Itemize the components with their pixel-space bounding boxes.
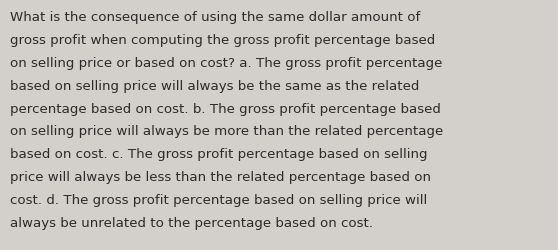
Text: What is the consequence of using the same dollar amount of: What is the consequence of using the sam…	[10, 11, 420, 24]
Text: based on cost. c. The gross profit percentage based on selling: based on cost. c. The gross profit perce…	[10, 148, 427, 161]
Text: cost. d. The gross profit percentage based on selling price will: cost. d. The gross profit percentage bas…	[10, 193, 427, 206]
Text: based on selling price will always be the same as the related: based on selling price will always be th…	[10, 80, 420, 92]
Text: price will always be less than the related percentage based on: price will always be less than the relat…	[10, 170, 431, 183]
Text: percentage based on cost. b. The gross profit percentage based: percentage based on cost. b. The gross p…	[10, 102, 441, 115]
Text: on selling price will always be more than the related percentage: on selling price will always be more tha…	[10, 125, 443, 138]
Text: always be unrelated to the percentage based on cost.: always be unrelated to the percentage ba…	[10, 216, 373, 229]
Text: gross profit when computing the gross profit percentage based: gross profit when computing the gross pr…	[10, 34, 435, 47]
Text: on selling price or based on cost? a. The gross profit percentage: on selling price or based on cost? a. Th…	[10, 57, 442, 70]
